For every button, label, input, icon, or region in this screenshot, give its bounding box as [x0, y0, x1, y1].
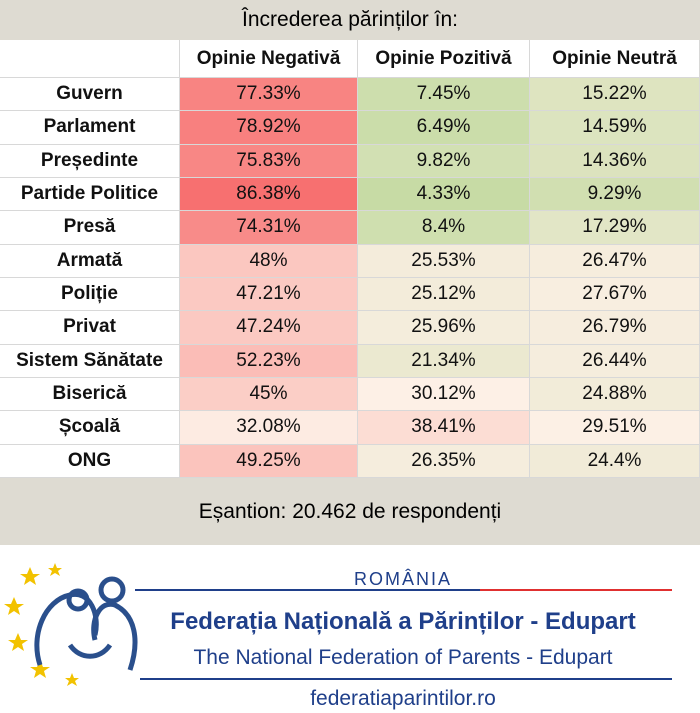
org-name-en: The National Federation of Parents - Edu…	[193, 646, 612, 669]
value-cell: 17.29%	[530, 211, 700, 245]
row-label: Guvern	[0, 78, 180, 112]
value-cell: 52.23%	[180, 344, 358, 378]
value-cell: 32.08%	[180, 411, 358, 445]
value-cell: 24.4%	[530, 444, 700, 478]
org-name: Federația Națională a Părinților - Edupa…	[170, 608, 635, 635]
value-cell: 6.49%	[358, 111, 530, 145]
row-label: Parlament	[0, 111, 180, 145]
value-cell: 27.67%	[530, 277, 700, 312]
value-cell: 14.59%	[530, 111, 700, 145]
row-label: Președinte	[0, 144, 180, 178]
family-figure	[34, 576, 138, 671]
value-cell: 47.24%	[180, 311, 358, 345]
value-cell: 74.31%	[180, 211, 358, 245]
value-cell: 38.41%	[358, 411, 530, 445]
row-label: Armată	[0, 244, 180, 278]
value-cell: 7.45%	[358, 78, 530, 112]
value-cell: 9.29%	[530, 177, 700, 212]
row-label: Sistem Sănătate	[0, 344, 180, 378]
row-label: Poliție	[0, 277, 180, 312]
url: federatiaparintilor.ro	[310, 687, 496, 710]
value-cell: 30.12%	[358, 377, 530, 412]
value-cell: 29.51%	[530, 411, 700, 445]
value-cell: 15.22%	[530, 78, 700, 112]
column-header: Opinie Neutră	[530, 40, 700, 78]
logo: ROMÂNIA Federația Națională a Părinților…	[4, 563, 672, 710]
value-cell: 26.35%	[358, 444, 530, 478]
value-cell: 25.96%	[358, 311, 530, 345]
row-label: ONG	[0, 444, 180, 478]
row-label: Partide Politice	[0, 177, 180, 212]
value-cell: 25.12%	[358, 277, 530, 312]
value-cell: 4.33%	[358, 177, 530, 212]
title: Încrederea părinților în:	[0, 0, 700, 41]
value-cell: 25.53%	[358, 244, 530, 278]
stars	[4, 563, 79, 686]
value-cell: 21.34%	[358, 344, 530, 378]
column-header: Opinie Pozitivă	[358, 40, 530, 78]
column-header: Opinie Negativă	[180, 40, 358, 78]
value-cell: 47.21%	[180, 277, 358, 312]
country: ROMÂNIA	[354, 569, 452, 589]
row-label: Școală	[0, 411, 180, 445]
value-cell: 9.82%	[358, 144, 530, 178]
value-cell: 8.4%	[358, 211, 530, 245]
value-cell: 49.25%	[180, 444, 358, 478]
sample-note: Eșantion: 20.462 de respondenți	[0, 478, 700, 545]
value-cell: 78.92%	[180, 111, 358, 145]
value-cell: 48%	[180, 244, 358, 278]
value-cell: 86.38%	[180, 177, 358, 212]
value-cell: 14.36%	[530, 144, 700, 178]
value-cell: 77.33%	[180, 78, 358, 112]
value-cell: 45%	[180, 377, 358, 412]
value-cell: 75.83%	[180, 144, 358, 178]
value-cell: 26.79%	[530, 311, 700, 345]
corner	[0, 40, 180, 78]
value-cell: 26.44%	[530, 344, 700, 378]
row-label: Biserică	[0, 377, 180, 412]
value-cell: 26.47%	[530, 244, 700, 278]
value-cell: 24.88%	[530, 377, 700, 412]
row-label: Presă	[0, 211, 180, 245]
row-label: Privat	[0, 311, 180, 345]
